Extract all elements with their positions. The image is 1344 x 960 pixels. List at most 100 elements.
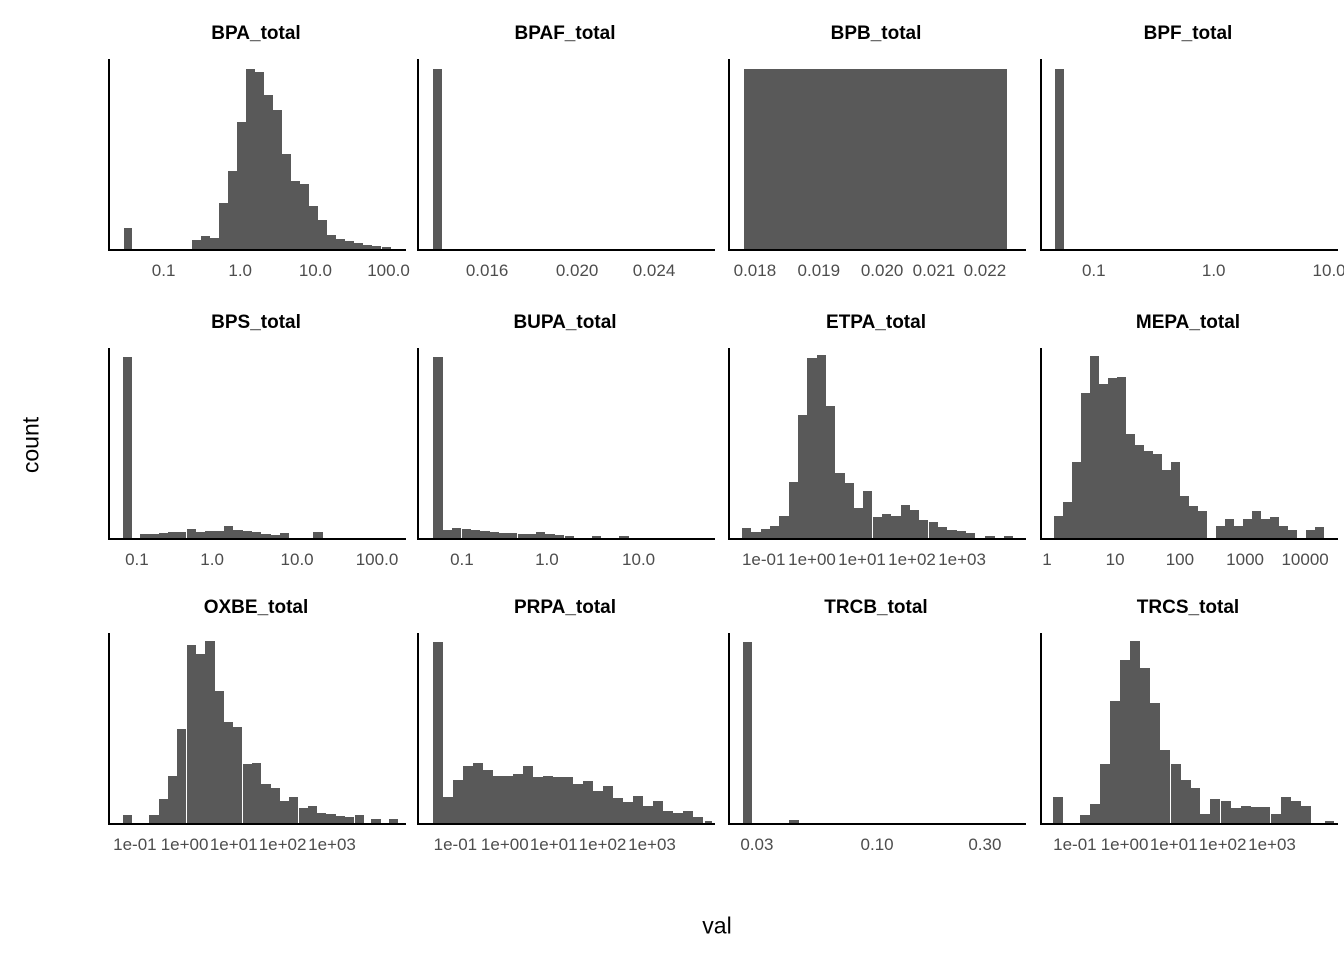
histogram-bar bbox=[844, 482, 854, 538]
histogram-bar bbox=[985, 535, 995, 538]
plot-area: 0.016 0.020 0.024 bbox=[417, 59, 715, 280]
x-tick-label: 100 bbox=[1165, 550, 1195, 569]
histogram-bar bbox=[633, 796, 643, 823]
histogram-bar bbox=[432, 69, 443, 249]
histogram-bar bbox=[1261, 519, 1271, 538]
histogram-bar bbox=[692, 817, 703, 823]
x-tick-label: 1e+03 bbox=[1248, 835, 1296, 854]
histogram-bar bbox=[583, 781, 593, 823]
histogram-bar bbox=[1190, 787, 1201, 823]
facet-title: TRCS_total bbox=[1136, 597, 1240, 618]
histogram-bar bbox=[205, 531, 215, 538]
histogram-bar bbox=[683, 811, 694, 823]
histogram-bar bbox=[168, 532, 178, 538]
histogram-bar bbox=[663, 810, 674, 823]
histogram-bar bbox=[290, 180, 300, 249]
histogram-bar bbox=[1162, 469, 1172, 538]
facet-title: BPS_total bbox=[211, 312, 301, 333]
histogram-bar bbox=[273, 110, 282, 249]
x-tick-label: 0.1 bbox=[151, 261, 176, 280]
histogram-bar bbox=[1279, 525, 1289, 538]
histogram-bar bbox=[139, 534, 150, 538]
x-tick-label: 1e+01 bbox=[209, 835, 258, 854]
histogram-bar bbox=[237, 121, 246, 249]
histogram-bar bbox=[508, 533, 518, 538]
facet-title: BPA_total bbox=[211, 23, 301, 44]
x-tick-label: 1.0 bbox=[200, 550, 224, 569]
histogram-bar bbox=[1054, 69, 1064, 249]
x-tick-label: 1e+02 bbox=[1198, 835, 1247, 854]
histogram-bar bbox=[825, 405, 836, 538]
y-axis-label: count bbox=[17, 416, 44, 474]
histogram-bar bbox=[335, 816, 346, 823]
histogram-bar bbox=[1053, 797, 1064, 823]
histogram-bar bbox=[947, 529, 957, 538]
histogram-bar bbox=[603, 786, 614, 823]
x-tick-label: 1e-01 bbox=[741, 550, 786, 569]
facet-title: TRCB_total bbox=[824, 597, 928, 618]
histogram-bar bbox=[512, 774, 523, 823]
histogram-bar bbox=[245, 68, 255, 249]
histogram-bar bbox=[1230, 808, 1241, 823]
histogram-bar bbox=[622, 801, 633, 823]
histogram-bar bbox=[432, 356, 443, 538]
histogram-bar bbox=[382, 247, 392, 249]
plot-area: 1e-01 1e+00 1e+01 1e+02 1e+03 bbox=[1040, 633, 1338, 854]
plot-area: 0.1 1.0 10.0 bbox=[1040, 59, 1344, 280]
histogram-bar bbox=[224, 721, 234, 823]
histogram-bar bbox=[123, 814, 132, 823]
histogram-bar bbox=[863, 491, 873, 538]
histogram-bar bbox=[313, 532, 324, 538]
x-tick-label: 1e-01 bbox=[1053, 835, 1097, 854]
histogram-bar bbox=[186, 529, 196, 538]
histogram-bar bbox=[227, 171, 237, 249]
histogram-bar bbox=[502, 776, 513, 823]
histogram-bar bbox=[956, 531, 966, 538]
plot-area: 1 10 100 1000 10000 bbox=[1040, 348, 1338, 569]
facet-title: BPB_total bbox=[830, 23, 922, 44]
histogram-bar bbox=[270, 788, 280, 823]
histogram-bar bbox=[470, 530, 481, 538]
histogram-bar bbox=[480, 531, 490, 538]
histogram-bar bbox=[854, 507, 864, 538]
x-axis-label: val bbox=[702, 912, 732, 939]
histogram-bar bbox=[1250, 807, 1261, 823]
histogram-bar bbox=[317, 812, 327, 823]
x-tick-label: 1e+03 bbox=[308, 835, 356, 854]
histogram-bar bbox=[354, 814, 364, 823]
histogram-bar bbox=[1140, 667, 1151, 823]
x-tick-label: 1e+02 bbox=[258, 835, 307, 854]
x-tick-label: 0.018 bbox=[733, 261, 777, 280]
histogram-bar bbox=[554, 535, 565, 538]
histogram-bar bbox=[1306, 529, 1316, 538]
histogram-bar bbox=[205, 641, 215, 823]
histogram-bar bbox=[186, 645, 196, 823]
facet-title: BPAF_total bbox=[514, 23, 616, 44]
x-tick-label: 1e+03 bbox=[938, 550, 986, 569]
histogram-bar bbox=[1189, 505, 1199, 538]
x-tick-label: 0.020 bbox=[555, 261, 599, 280]
histogram-bar bbox=[619, 535, 629, 538]
plot-area: 0.018 0.019 0.020 0.021 0.022 bbox=[728, 59, 1026, 280]
histogram-bar bbox=[242, 531, 252, 538]
x-tick-label: 0.1 bbox=[1081, 261, 1106, 280]
x-tick-label: 1e-01 bbox=[113, 835, 157, 854]
histogram-bar bbox=[461, 528, 471, 538]
histogram-bar bbox=[788, 820, 799, 823]
histogram-bar bbox=[192, 239, 201, 249]
histogram-bar bbox=[743, 641, 752, 823]
histogram-bar bbox=[1200, 813, 1211, 823]
x-tick-label: 0.016 bbox=[465, 261, 509, 280]
histogram-bar bbox=[149, 814, 159, 823]
histogram-bar bbox=[327, 234, 336, 249]
histogram-bar bbox=[1270, 813, 1281, 823]
x-tick-label: 1.0 bbox=[535, 550, 559, 569]
histogram-bar bbox=[1090, 355, 1100, 538]
histogram-bar bbox=[816, 354, 826, 538]
histogram-bar bbox=[1110, 701, 1121, 823]
histogram-bar bbox=[1160, 750, 1171, 823]
histogram-bar bbox=[1180, 496, 1190, 538]
histogram-bar bbox=[345, 817, 355, 823]
histogram-bar bbox=[1210, 798, 1221, 823]
